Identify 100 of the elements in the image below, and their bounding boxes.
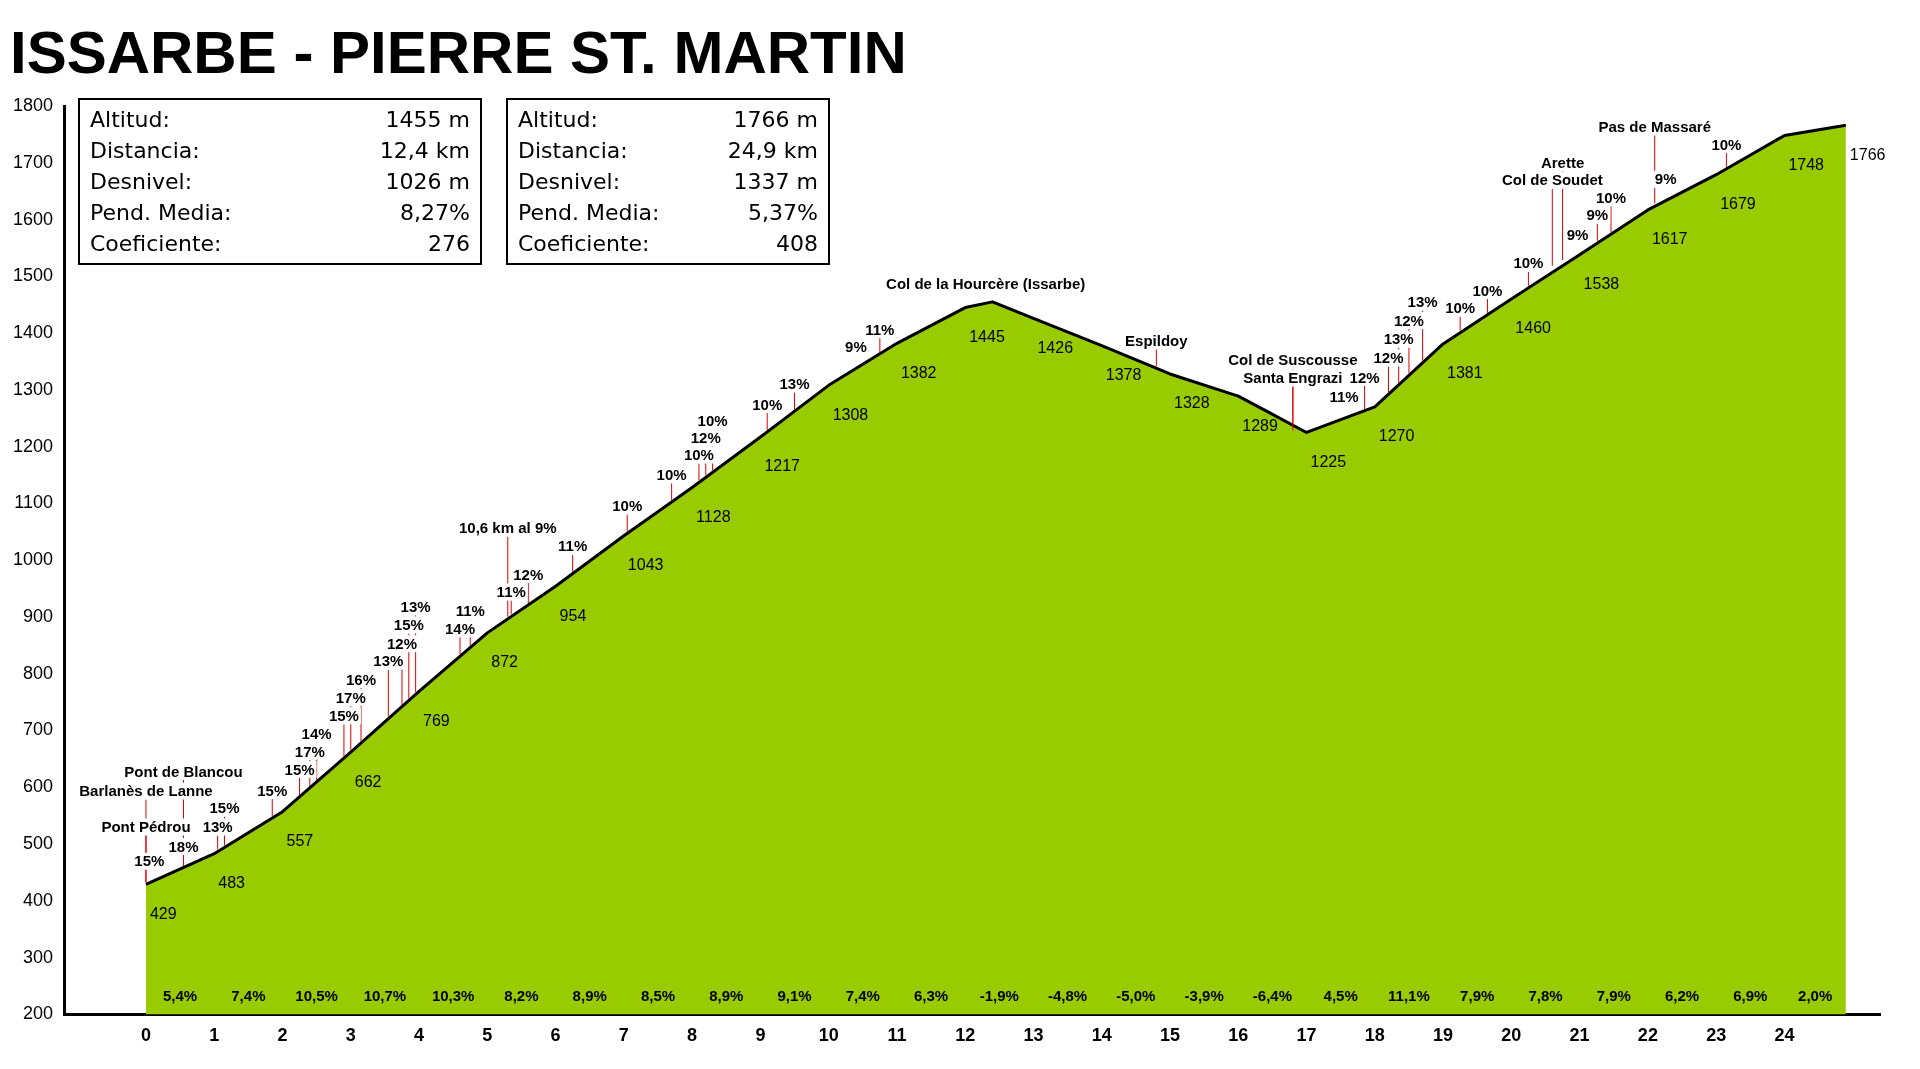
annotation: 13% (1383, 330, 1414, 348)
data-label: 1617 (1651, 230, 1688, 248)
data-label: 1328 (1174, 394, 1210, 412)
annotation: 2,0% (1798, 987, 1833, 1005)
annotation: 10% (697, 411, 728, 429)
data-label: 1043 (627, 556, 664, 574)
data-label: 662 (354, 772, 382, 790)
y-tick-label: 1500 (13, 265, 54, 286)
text: Desnivel: 1026 m (90, 169, 470, 194)
annotation: 7,4% (231, 987, 266, 1005)
x-tick-label: 18 (1364, 1025, 1385, 1046)
x-tick-label: 1 (209, 1025, 220, 1046)
annotation: 12% (1373, 349, 1404, 367)
annotation: 10% (612, 497, 643, 515)
annotation: 13% (202, 818, 233, 836)
annotation: Espildoy (1125, 331, 1189, 349)
annotation: 11% (865, 320, 895, 338)
annotation: 9% (845, 337, 867, 355)
annotation: 11% (1329, 387, 1359, 405)
x-tick-label: 16 (1228, 1025, 1249, 1046)
data-label: 1217 (764, 457, 801, 475)
data-label: 1538 (1583, 275, 1620, 293)
x-tick-label: 19 (1433, 1025, 1454, 1046)
x-tick-label: 15 (1159, 1025, 1181, 1046)
data-label: 1225 (1310, 452, 1347, 470)
annotation: Arette (1540, 153, 1585, 171)
x-tick-label: 11 (887, 1025, 907, 1046)
annotation: 13% (1407, 293, 1438, 311)
annotation: 8,9% (572, 987, 607, 1005)
y-tick-label: 1000 (13, 549, 54, 570)
x-tick-label: 4 (414, 1025, 425, 1046)
x-tick-label: 12 (955, 1025, 976, 1046)
annotation: 17% (335, 688, 366, 706)
annotation: Col de la Hourcère (Issarbe) (886, 274, 1086, 292)
annotation: 8,2% (504, 987, 539, 1005)
y-tick-label: 600 (23, 776, 54, 797)
text: Pend. Media: 8,27% (90, 200, 470, 225)
y-tick-label: 1600 (13, 208, 54, 229)
annotation: 10,7% (363, 987, 407, 1005)
annotation: -1,9% (979, 987, 1019, 1005)
annotation: 10% (1711, 135, 1742, 153)
annotation: 5,4% (163, 987, 198, 1005)
text: Desnivel: 1337 m (518, 169, 818, 194)
data-label: 1382 (900, 363, 937, 381)
data-label: 954 (559, 606, 587, 624)
annotation: 13% (373, 652, 404, 670)
data-label: 1308 (832, 405, 869, 423)
annotation: 17% (294, 742, 325, 760)
text: Distancia: 24,9 km (518, 138, 818, 163)
x-tick-label: 6 (550, 1025, 561, 1046)
data-label: 1445 (969, 327, 1005, 345)
annotation: 9% (1654, 170, 1677, 188)
x-tick-label: 22 (1637, 1025, 1658, 1046)
y-tick-label: 1100 (14, 492, 54, 513)
annotation: 12% (690, 428, 721, 446)
x-tick-label: 0 (140, 1025, 151, 1046)
annotation: 11% (455, 602, 485, 620)
annotation: 14% (444, 619, 476, 637)
annotation: 4,5% (1323, 987, 1358, 1005)
data-label: 1128 (696, 507, 731, 525)
text: Coeficiente: 276 (90, 231, 470, 256)
annotation: 10% (1472, 281, 1503, 299)
text: Pend. Media: 5,37% (518, 200, 818, 225)
y-tick-label: 700 (23, 719, 54, 740)
text: Altitud: 1455 m (90, 107, 470, 132)
annotation: 15% (134, 852, 165, 870)
annotation: 9% (1586, 206, 1609, 224)
annotation: 11% (496, 583, 526, 601)
x-tick-label: 5 (482, 1025, 493, 1046)
x-tick-label: 7 (618, 1025, 629, 1046)
x-tick-label: 13 (1023, 1025, 1044, 1046)
text: Distancia: 12,4 km (90, 138, 470, 163)
annotation: 10,3% (431, 987, 475, 1005)
annotation: 11,1% (1388, 987, 1430, 1005)
annotation: 9,1% (777, 987, 812, 1005)
annotation: 10% (752, 395, 783, 413)
annotation: Col de Soudet (1501, 171, 1603, 189)
y-tick-label: 500 (23, 833, 54, 854)
data-label: 1378 (1105, 366, 1142, 383)
annotation: 15% (328, 706, 359, 724)
data-label: 429 (149, 904, 177, 922)
annotation: Pont Pédrou (101, 818, 191, 836)
annotation: 16% (346, 670, 377, 688)
annotation: 10% (1513, 254, 1544, 272)
annotation: 6,9% (1733, 987, 1768, 1005)
annotation: 10% (1596, 188, 1627, 206)
annotation: 6,3% (913, 987, 949, 1005)
y-tick-label: 400 (23, 889, 54, 910)
y-tick-label: 200 (23, 1003, 54, 1024)
annotation: 12% (513, 565, 544, 583)
annotation: Col de Suscousse (1228, 351, 1358, 369)
data-label: 1460 (1515, 319, 1552, 337)
annotation: 7,9% (1596, 987, 1631, 1005)
y-tick-label: 300 (23, 946, 54, 967)
data-label: 1766 (1849, 145, 1886, 163)
data-label: 1679 (1720, 195, 1756, 213)
data-label: 872 (491, 653, 519, 671)
annotation: 7,9% (1460, 987, 1495, 1005)
x-tick-label: 17 (1296, 1025, 1317, 1046)
x-tick-label: 21 (1569, 1025, 1590, 1046)
